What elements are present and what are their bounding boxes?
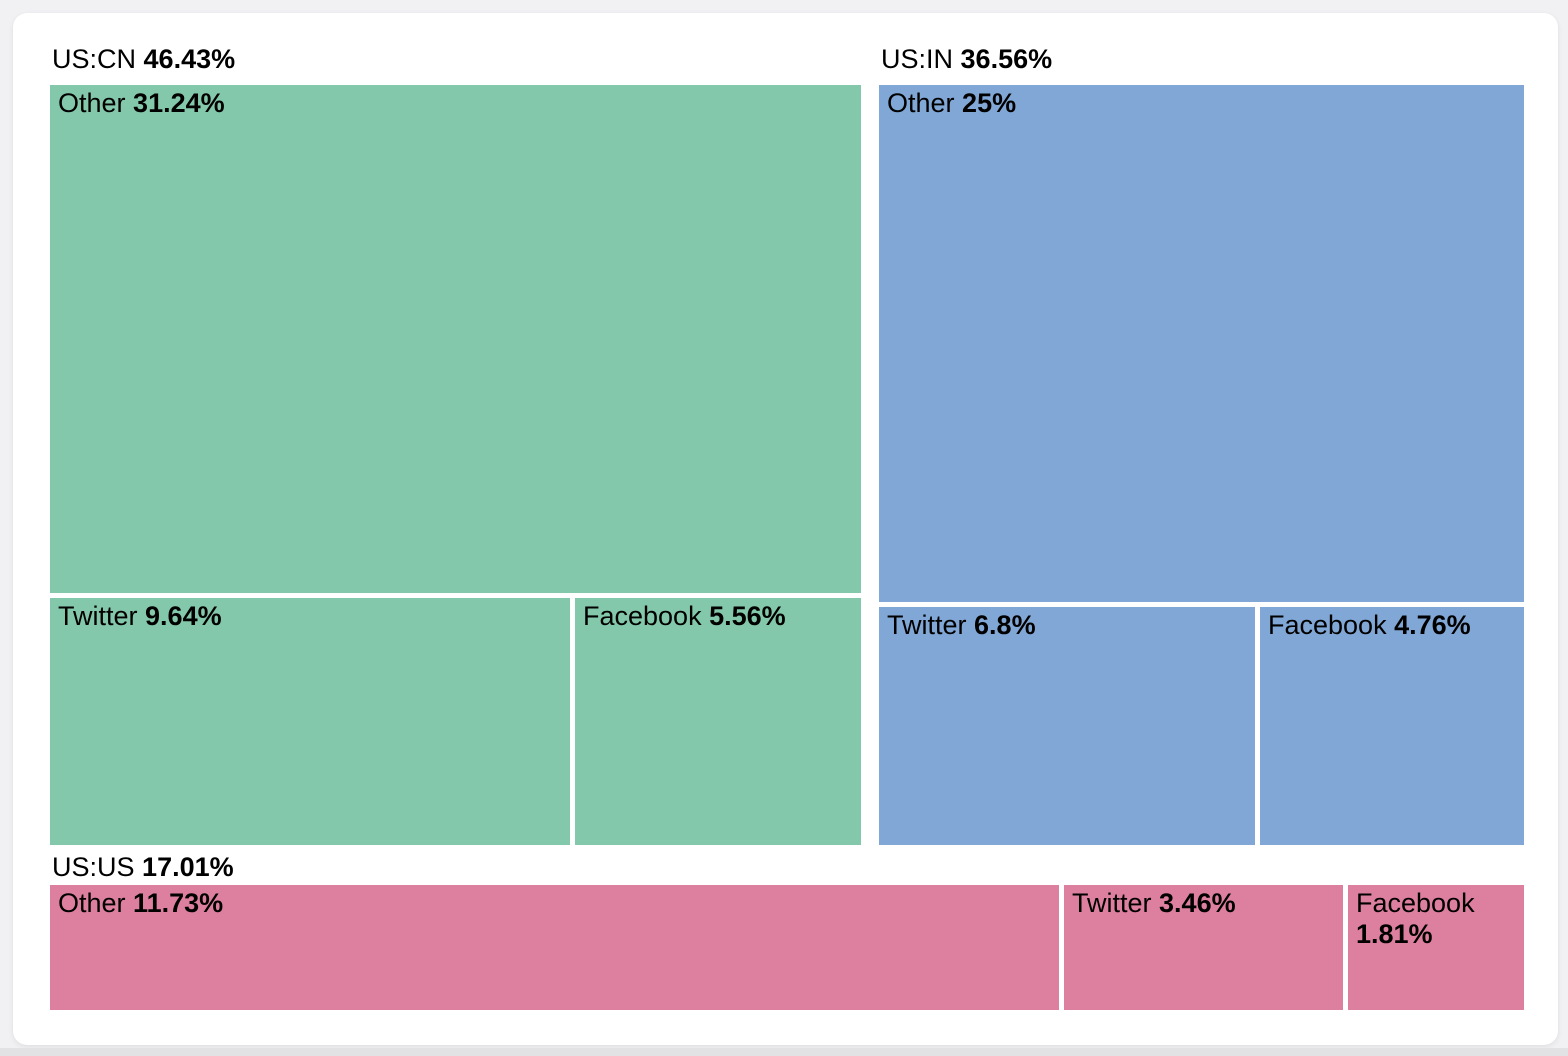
tile-label: Twitter 3.46% bbox=[1064, 885, 1343, 922]
treemap-group-header-usin[interactable]: US:IN 36.56% bbox=[881, 44, 1052, 74]
group-share: 46.43% bbox=[143, 44, 236, 74]
group-label: US:IN bbox=[881, 44, 954, 74]
tile-name: Twitter bbox=[58, 601, 138, 631]
group-share: 17.01% bbox=[142, 852, 234, 882]
treemap-tile-usus-facebook[interactable]: Facebook 1.81% bbox=[1348, 885, 1524, 1010]
treemap-tile-usin-other[interactable]: Other 25% bbox=[879, 85, 1524, 602]
treemap-group-header-usus[interactable]: US:US 17.01% bbox=[52, 852, 234, 882]
tile-name: Facebook bbox=[583, 601, 702, 631]
treemap-tile-usin-twitter[interactable]: Twitter 6.8% bbox=[879, 607, 1255, 845]
tile-label: Other 11.73% bbox=[50, 885, 1059, 922]
treemap-group-header-uscn[interactable]: US:CN 46.43% bbox=[52, 44, 235, 74]
tile-label: Twitter 9.64% bbox=[50, 598, 570, 635]
tile-share: 4.76% bbox=[1394, 610, 1471, 640]
tile-share: 1.81% bbox=[1356, 919, 1433, 949]
tile-share: 31.24% bbox=[133, 88, 225, 118]
treemap-tile-usus-twitter[interactable]: Twitter 3.46% bbox=[1064, 885, 1343, 1010]
treemap-tile-uscn-other[interactable]: Other 31.24% bbox=[50, 85, 861, 593]
treemap-tile-usin-facebook[interactable]: Facebook 4.76% bbox=[1260, 607, 1524, 845]
tile-share: 9.64% bbox=[145, 601, 222, 631]
tile-share: 6.8% bbox=[974, 610, 1036, 640]
tile-label: Facebook 1.81% bbox=[1348, 885, 1524, 953]
tile-label: Facebook 5.56% bbox=[575, 598, 861, 635]
tile-name: Twitter bbox=[1072, 888, 1152, 918]
tile-label: Other 31.24% bbox=[50, 85, 861, 122]
tile-share: 25% bbox=[962, 88, 1017, 118]
tile-label: Other 25% bbox=[879, 85, 1524, 122]
group-label: US:CN bbox=[52, 44, 137, 74]
tile-name: Facebook bbox=[1268, 610, 1387, 640]
treemap-tile-uscn-facebook[interactable]: Facebook 5.56% bbox=[575, 598, 861, 845]
tile-share: 3.46% bbox=[1159, 888, 1236, 918]
tile-label: Twitter 6.8% bbox=[879, 607, 1255, 644]
tile-label: Facebook 4.76% bbox=[1260, 607, 1524, 644]
tile-share: 11.73% bbox=[133, 888, 224, 918]
treemap-tile-uscn-twitter[interactable]: Twitter 9.64% bbox=[50, 598, 570, 845]
window-bottom-strip bbox=[0, 1048, 1568, 1056]
tile-share: 5.56% bbox=[709, 601, 786, 631]
treemap-tile-usus-other[interactable]: Other 11.73% bbox=[50, 885, 1059, 1010]
tile-name: Other bbox=[58, 888, 126, 918]
tile-name: Facebook bbox=[1356, 888, 1475, 918]
tile-name: Twitter bbox=[887, 610, 967, 640]
group-label: US:US bbox=[52, 852, 135, 882]
tile-name: Other bbox=[887, 88, 955, 118]
group-share: 36.56% bbox=[960, 44, 1053, 74]
tile-name: Other bbox=[58, 88, 126, 118]
